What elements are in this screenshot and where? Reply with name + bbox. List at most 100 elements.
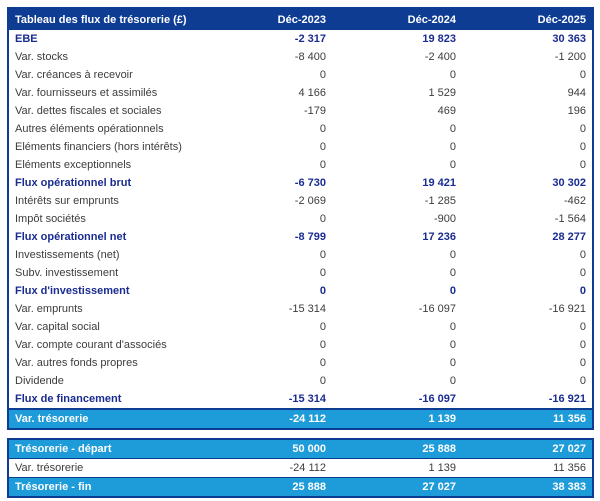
row-label: Impôt sociétés: [15, 213, 86, 225]
row-value: 11 356: [553, 462, 586, 474]
table-row: Var. dettes fiscales et sociales -179 469 1…: [9, 102, 592, 120]
row-value: 30 302: [552, 177, 586, 189]
row-value: 0: [449, 357, 456, 369]
row-value: 0: [319, 357, 326, 369]
row-value: -15 314: [288, 393, 326, 405]
row-value: 0: [449, 249, 456, 261]
cashflow-table: Tableau des flux de trésorerie (£) Déc-2…: [7, 7, 594, 430]
row-value: -15 314: [288, 303, 326, 315]
row-value: 0: [579, 375, 586, 387]
row-label: Trésorerie - fin: [15, 481, 92, 493]
column-header-dec-2025: Déc-2025: [537, 13, 586, 26]
row-value: -24 112: [289, 462, 327, 474]
row-value: 0: [579, 69, 586, 81]
row-value: -2 400: [424, 51, 456, 63]
row-label: Eléments exceptionnels: [15, 159, 132, 171]
row-value: 0: [579, 285, 586, 297]
row-value: 17 236: [422, 231, 456, 243]
row-value: 0: [319, 69, 326, 81]
row-label: Flux opérationnel net: [15, 231, 127, 243]
table-row: Var. stocks -8 400 -2 400 -1 200: [9, 48, 592, 66]
table-row: Var. autres fonds propres 0 0 0: [9, 354, 592, 372]
row-value: -1 285: [424, 195, 456, 207]
row-value: 0: [449, 321, 456, 333]
row-value: 196: [567, 105, 586, 117]
row-label: Var. créances à recevoir: [15, 69, 133, 81]
row-value: -24 112: [289, 413, 326, 425]
table-row: Var. emprunts -15 314 -16 097 -16 921: [9, 300, 592, 318]
row-value: -16 921: [548, 393, 586, 405]
row-label: Eléments financiers (hors intérêts): [15, 141, 182, 153]
row-value: 4 166: [298, 87, 326, 99]
row-value: 27 027: [552, 443, 586, 455]
row-label: Trésorerie - départ: [15, 443, 112, 455]
row-value: 0: [319, 141, 326, 153]
row-label: Var. emprunts: [15, 303, 83, 315]
row-value: -462: [563, 195, 586, 207]
row-label: Intérêts sur emprunts: [15, 195, 119, 207]
summary-row: Var. trésorerie -24 112 1 139 11 356: [9, 458, 592, 477]
table-row: Var. compte courant d'associés 0 0 0: [9, 336, 592, 354]
row-value: 0: [449, 375, 456, 387]
cashflow-report: Tableau des flux de trésorerie (£) Déc-2…: [7, 7, 594, 498]
row-value: -1 200: [554, 51, 586, 63]
table-title: Tableau des flux de trésorerie (£): [15, 13, 187, 26]
table-row: Flux d'investissement 0 0 0: [9, 282, 592, 300]
table-row: Var. trésorerie -24 112 1 139 11 356: [9, 408, 592, 428]
table-row: Flux opérationnel brut -6 730 19 421 30 302: [9, 174, 592, 192]
row-value: 0: [579, 267, 586, 279]
table-row: Flux de financement -15 314 -16 097 -16 921: [9, 390, 592, 408]
row-label: Var. autres fonds propres: [15, 357, 138, 369]
table-row: Impôt sociétés 0 -900 -1 564: [9, 210, 592, 228]
row-label: Flux d'investissement: [15, 285, 130, 297]
row-value: 50 000: [292, 443, 326, 455]
table-row: Flux opérationnel net -8 799 17 236 28 277: [9, 228, 592, 246]
row-value: 0: [449, 339, 456, 351]
table-row: Var. capital social 0 0 0: [9, 318, 592, 336]
row-label: Subv. investissement: [15, 267, 119, 279]
table-row: Var. fournisseurs et assimilés 4 166 1 529…: [9, 84, 592, 102]
row-value: 0: [579, 123, 586, 135]
row-label: Dividende: [15, 375, 64, 387]
table-row: Eléments exceptionnels 0 0 0: [9, 156, 592, 174]
section-spacer: [7, 430, 594, 438]
table-header-row: Tableau des flux de trésorerie (£) Déc-2…: [9, 9, 592, 30]
row-value: 19 421: [422, 177, 456, 189]
row-value: 1 529: [428, 87, 456, 99]
row-value: -6 730: [294, 177, 326, 189]
row-value: 0: [579, 357, 586, 369]
row-value: 469: [437, 105, 456, 117]
row-value: 0: [449, 69, 456, 81]
table-row: Autres éléments opérationnels 0 0 0: [9, 120, 592, 138]
row-value: -16 921: [548, 303, 586, 315]
row-value: 0: [449, 285, 456, 297]
row-value: 25 888: [292, 481, 326, 493]
row-value: 19 823: [422, 33, 456, 45]
row-value: 1 139: [428, 413, 456, 425]
row-label: EBE: [15, 33, 38, 45]
row-value: -2 069: [294, 195, 326, 207]
cashflow-table-body: EBE -2 317 19 823 30 363 Var. stocks -8 400 -2…: [9, 30, 592, 428]
summary-row: Trésorerie - départ 50 000 25 888 27 027: [9, 440, 592, 458]
row-value: -8 400: [294, 51, 326, 63]
row-value: 0: [579, 321, 586, 333]
row-value: 30 363: [552, 33, 586, 45]
row-label: Var. dettes fiscales et sociales: [15, 105, 162, 117]
row-label: Investissements (net): [15, 249, 120, 261]
row-value: 0: [319, 375, 326, 387]
table-row: Intérêts sur emprunts -2 069 -1 285 -462: [9, 192, 592, 210]
row-value: -16 097: [418, 393, 456, 405]
summary-row: Trésorerie - fin 25 888 27 027 38 383: [9, 477, 592, 496]
row-value: -179: [303, 105, 326, 117]
row-value: 0: [579, 141, 586, 153]
row-label: Flux opérationnel brut: [15, 177, 132, 189]
row-value: 0: [449, 123, 456, 135]
row-value: 11 356: [552, 413, 586, 425]
table-row: Eléments financiers (hors intérêts) 0 0 0: [9, 138, 592, 156]
row-value: 0: [579, 159, 586, 171]
table-row: Investissements (net) 0 0 0: [9, 246, 592, 264]
row-value: 27 027: [422, 481, 456, 493]
row-value: 0: [449, 141, 456, 153]
row-value: 0: [319, 339, 326, 351]
table-row: Dividende 0 0 0: [9, 372, 592, 390]
